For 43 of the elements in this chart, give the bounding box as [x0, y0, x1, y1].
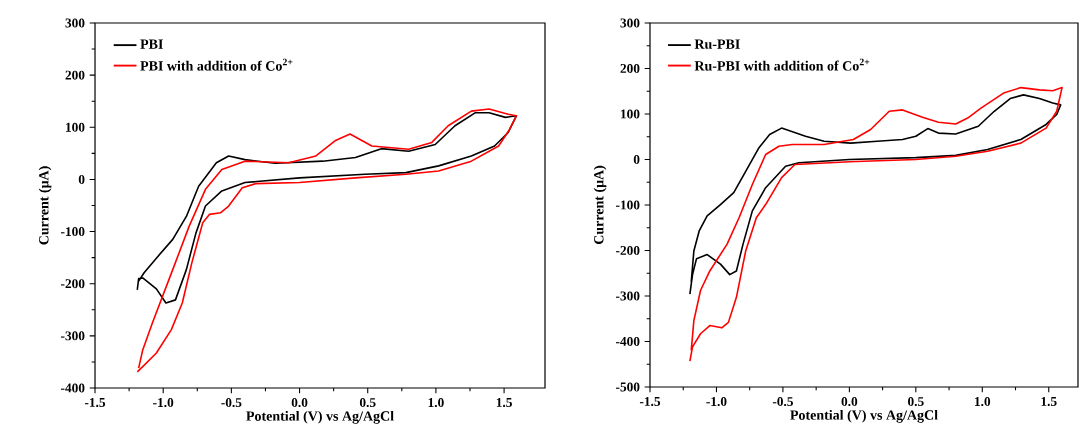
line-series [689, 94, 1062, 295]
y-tick-label: 200 [620, 63, 640, 73]
legend-label: PBI [140, 39, 163, 49]
y-tick-label: -300 [616, 291, 640, 301]
x-tick-label: -1.0 [153, 398, 174, 408]
y-tick-label: -400 [61, 383, 85, 393]
y-tick-label: -200 [616, 245, 640, 255]
x-tick-label: 0.0 [841, 397, 858, 407]
line-series [136, 111, 518, 304]
legend-label: PBI with addition of Co$^{2+}$ [140, 58, 293, 71]
x-tick-label: -0.5 [221, 398, 242, 408]
y-tick-label: -500 [616, 382, 640, 392]
y-tick-label: -400 [616, 336, 640, 346]
x-tick-label: -0.5 [772, 397, 793, 407]
y-tick-label: 300 [65, 18, 85, 28]
x-tick-label: 0.5 [908, 397, 924, 407]
x-tick-label: 1.0 [975, 397, 991, 407]
y-tick-label: 200 [65, 70, 85, 80]
y-tick-label: 100 [621, 109, 640, 119]
y-tick-label: -200 [61, 279, 85, 289]
y-tick-label: 300 [620, 18, 640, 28]
x-tick-label: -1.5 [639, 397, 661, 407]
x-tick-label: 0.0 [291, 398, 308, 408]
x-tick-label: 1.0 [428, 398, 444, 408]
x-axis-title: Potential (V) vs Ag/AgCl [246, 410, 394, 424]
legend-label: Ru-PBI with addition of Co$^{2+}$ [694, 58, 870, 71]
y-tick-label: -300 [61, 331, 85, 341]
x-tick-label: 0.5 [359, 398, 376, 408]
x-tick-label: 1.5 [1041, 397, 1057, 407]
y-tick-label: 0 [633, 154, 640, 164]
legend-label: Ru-PBI [694, 39, 740, 49]
x-tick-label: -1.5 [84, 398, 106, 408]
y-tick-label: -100 [616, 200, 640, 210]
x-tick-label: 1.5 [496, 398, 512, 408]
y-tick-label: -100 [61, 227, 85, 237]
x-tick-label: -1.0 [706, 397, 727, 407]
line-series [136, 108, 518, 373]
y-tick-label: 0 [78, 174, 85, 184]
y-tick-label: 100 [66, 122, 85, 132]
y-axis-title: Current (μA) [38, 166, 52, 245]
y-axis-title: Current (μA) [593, 165, 607, 245]
x-axis-title: Potential (V) vs Ag/AgCl [790, 409, 938, 423]
line-series [689, 86, 1063, 362]
